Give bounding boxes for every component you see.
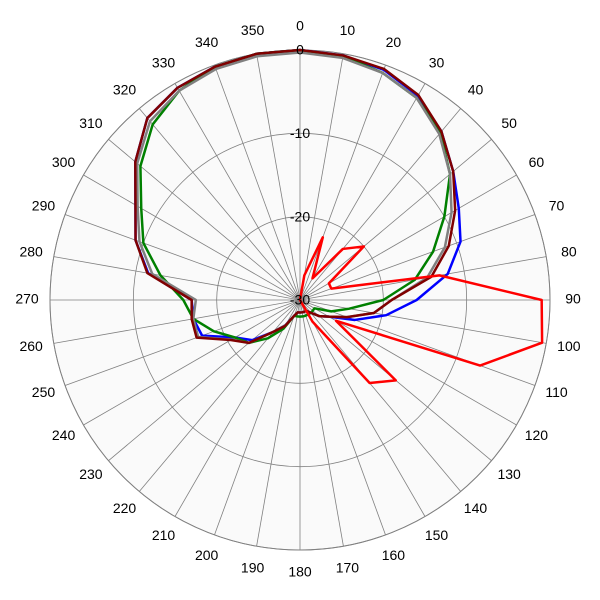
theta-tick-label: 220 xyxy=(113,500,137,516)
grid-spoke xyxy=(299,299,386,536)
theta-tick-label: 190 xyxy=(241,560,265,576)
theta-tick-label: 350 xyxy=(241,22,265,38)
series-line xyxy=(298,236,544,385)
grid-spoke xyxy=(299,299,462,492)
series-line xyxy=(134,48,457,345)
grid-spoke xyxy=(108,299,301,462)
theta-tick-label: 70 xyxy=(549,197,565,213)
theta-tick-label: 270 xyxy=(15,291,39,307)
grid-spoke xyxy=(299,138,492,301)
theta-tick-label: 290 xyxy=(32,197,56,213)
theta-tick-label: 10 xyxy=(340,22,356,38)
theta-tick-label: 300 xyxy=(52,154,76,170)
series-group xyxy=(134,48,544,385)
grid-spoke xyxy=(299,214,536,301)
theta-tick-label: 310 xyxy=(79,115,103,131)
theta-tick-label: 0 xyxy=(296,18,304,34)
theta-tick-label: 140 xyxy=(464,500,488,516)
grid-spoke xyxy=(174,83,301,301)
theta-tick-label: 20 xyxy=(386,34,402,50)
grid-spoke xyxy=(299,53,344,301)
theta-tick-label: 40 xyxy=(468,82,484,98)
grid-spoke xyxy=(64,299,301,386)
theta-tick-label: 250 xyxy=(32,384,56,400)
theta-tick-label: 240 xyxy=(52,427,76,443)
grid-spoke xyxy=(53,299,301,344)
theta-tick-label: 320 xyxy=(113,82,137,98)
theta-tick-label: 210 xyxy=(152,527,176,543)
theta-tick-label: 80 xyxy=(561,243,577,259)
grid-spoke xyxy=(299,299,344,547)
theta-tick-label: 120 xyxy=(525,427,549,443)
labels: 0 10 20 30 40 50 60 70 80 90 100 110 120 130 140 150 160… xyxy=(15,18,581,580)
series-line xyxy=(139,48,452,345)
grid-spoke xyxy=(214,299,301,536)
grid-spoke xyxy=(299,299,547,344)
grid-spoke xyxy=(256,53,301,301)
theta-tick-label: 50 xyxy=(501,115,517,131)
grid-spoke xyxy=(174,299,301,517)
grid-spoke xyxy=(83,174,301,301)
theta-tick-label: 230 xyxy=(79,466,103,482)
grid-spoke xyxy=(299,64,386,301)
grid-spoke xyxy=(64,214,301,301)
grid-spoke xyxy=(256,299,301,547)
theta-tick-label: 330 xyxy=(152,54,176,70)
theta-tick-label: 30 xyxy=(429,54,445,70)
grid-ring xyxy=(132,132,468,468)
r-tick-label: -10 xyxy=(290,125,310,141)
grid-spoke xyxy=(138,108,301,301)
r-tick-label: -30 xyxy=(290,292,310,308)
theta-tick-label: 100 xyxy=(557,338,581,354)
theta-tick-label: 150 xyxy=(425,527,449,543)
grid-spoke xyxy=(299,299,426,517)
theta-tick-label: 180 xyxy=(288,564,312,580)
theta-tick-label: 160 xyxy=(382,547,406,563)
theta-tick-label: 130 xyxy=(497,466,521,482)
grid-spoke xyxy=(299,299,536,386)
theta-tick-label: 260 xyxy=(19,338,43,354)
theta-tick-label: 280 xyxy=(19,243,43,259)
grid xyxy=(49,49,551,551)
theta-tick-label: 110 xyxy=(545,384,568,400)
grid-spoke xyxy=(83,299,301,426)
grid-spoke xyxy=(53,256,301,301)
r-tick-label: -20 xyxy=(290,208,310,224)
theta-tick-label: 170 xyxy=(336,560,360,576)
theta-tick-label: 60 xyxy=(529,154,545,170)
theta-tick-label: 200 xyxy=(195,547,219,563)
grid-spoke xyxy=(299,174,517,301)
grid-spoke xyxy=(214,64,301,301)
grid-spoke xyxy=(299,108,462,301)
theta-tick-label: 340 xyxy=(195,34,219,50)
r-tick-label: 0 xyxy=(296,42,304,58)
theta-tick-label: 90 xyxy=(565,291,581,307)
grid-spoke xyxy=(299,83,426,301)
